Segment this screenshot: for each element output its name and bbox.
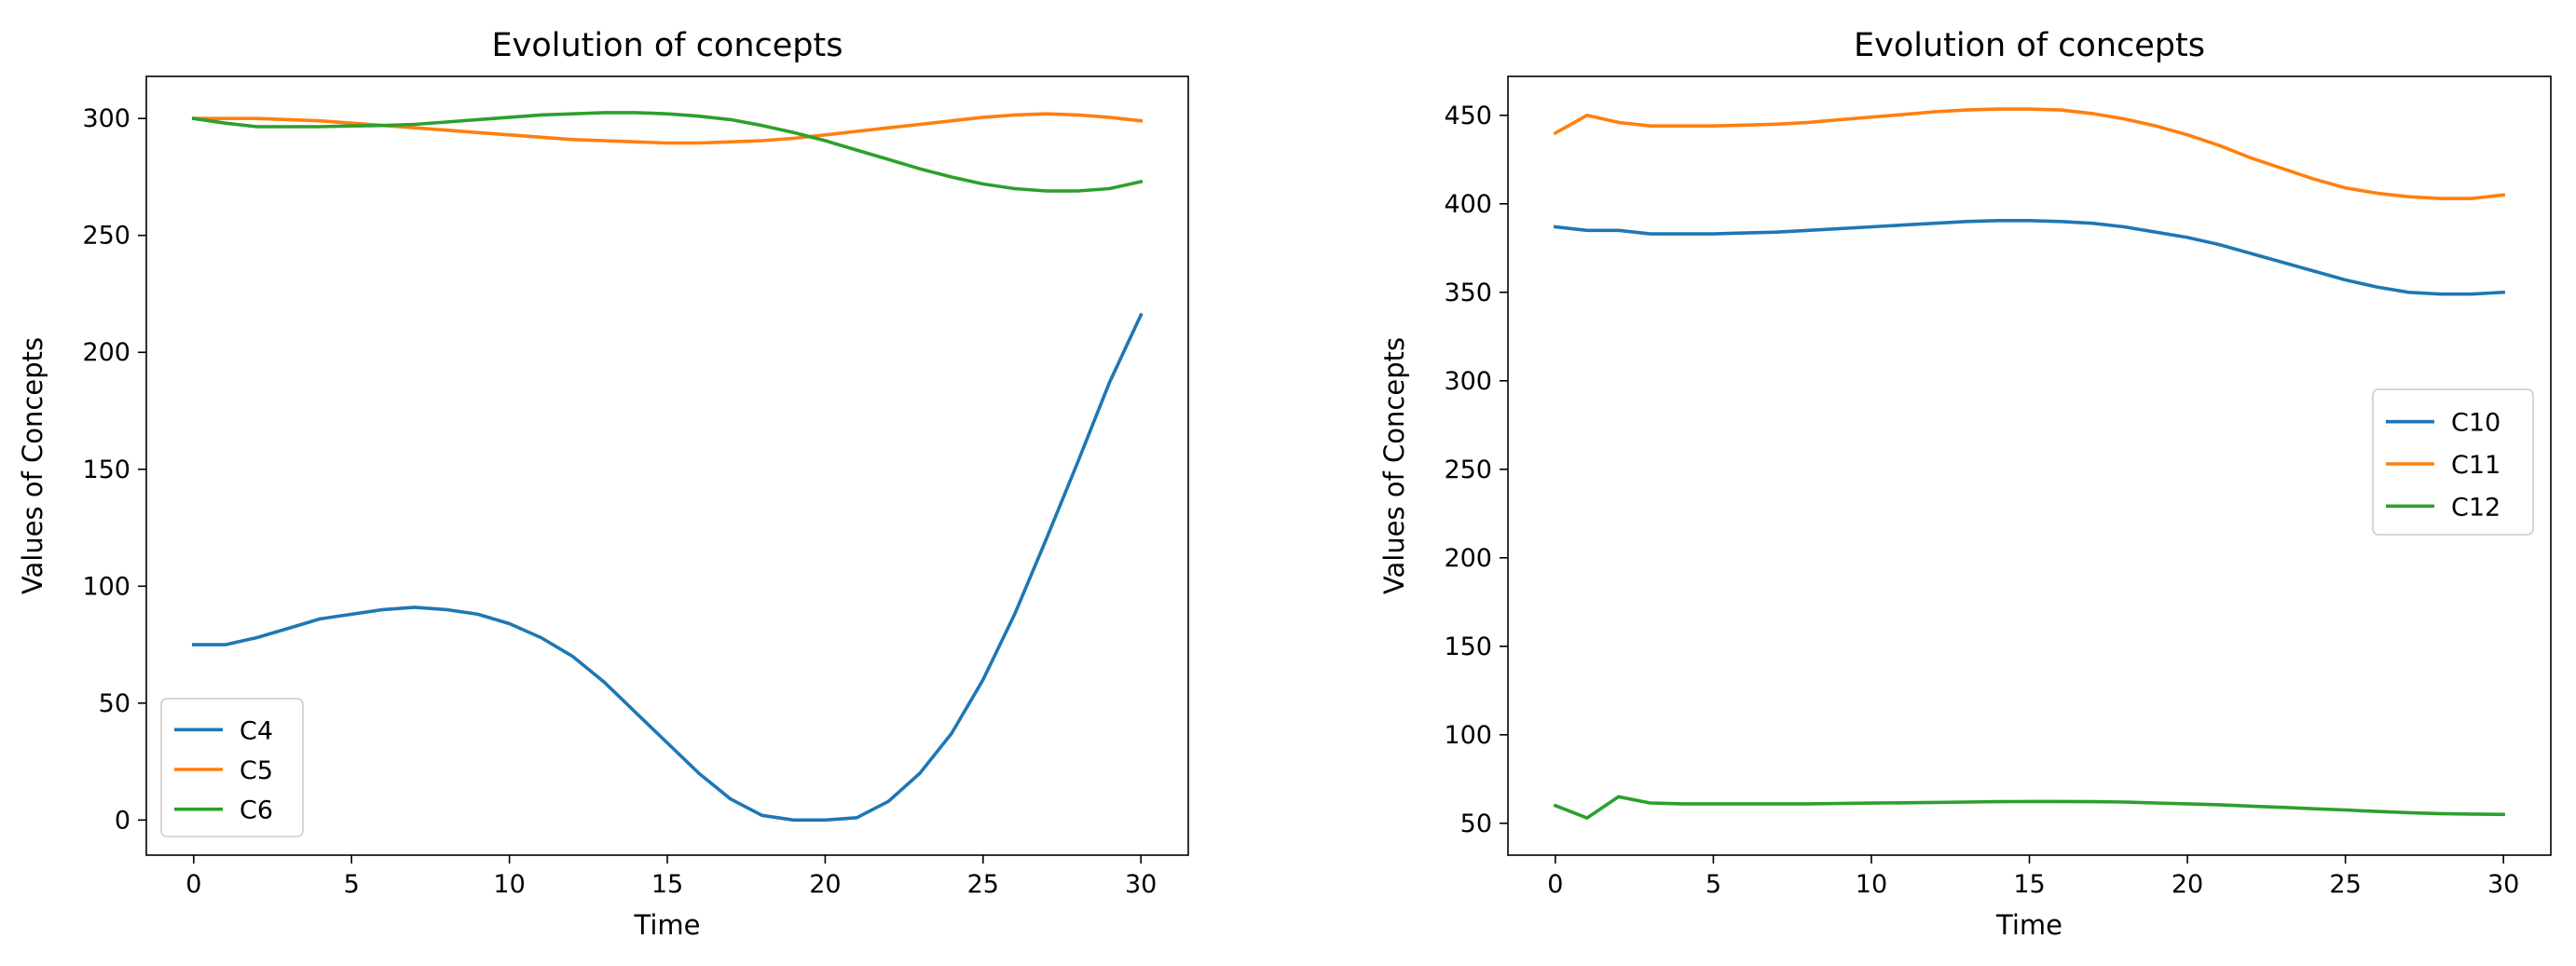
x-tick-label: 15 <box>2013 870 2045 899</box>
y-tick-label: 50 <box>99 689 130 718</box>
series-line-c5 <box>192 112 1144 145</box>
chart-title: Evolution of concepts <box>1854 27 2205 64</box>
x-axis-label: Time <box>1995 909 2062 941</box>
legend: C10 C11 C12 <box>2372 388 2534 536</box>
series-line-c11 <box>1553 107 2506 200</box>
x-tick-label: 0 <box>1547 870 1563 899</box>
x-tick-label: 15 <box>651 870 683 899</box>
x-tick-label: 30 <box>2487 870 2519 899</box>
x-tick-label: 5 <box>1706 870 1721 899</box>
y-tick-label: 300 <box>82 104 130 133</box>
x-tick-label: 10 <box>493 870 525 899</box>
y-tick-label: 200 <box>82 338 130 367</box>
x-tick-label: 20 <box>2172 870 2203 899</box>
legend-label-c11: C11 <box>2451 451 2501 480</box>
x-tick-label: 25 <box>2329 870 2361 899</box>
legend: C4 C5 C6 <box>160 698 304 837</box>
x-tick-label: 5 <box>344 870 360 899</box>
series-line-c10 <box>1553 219 2505 296</box>
y-tick-label: 150 <box>82 456 130 484</box>
legend-label-c6: C6 <box>240 796 273 825</box>
legend-box <box>160 698 304 837</box>
x-tick-label: 25 <box>967 870 999 899</box>
x-tick-label: 0 <box>185 870 201 899</box>
legend-label-c5: C5 <box>240 756 273 785</box>
y-tick-label: 150 <box>1444 633 1492 661</box>
y-tick-label: 100 <box>82 572 130 601</box>
y-axis-label: Values of Concepts <box>1378 337 1410 594</box>
y-tick-label: 350 <box>1444 279 1492 307</box>
y-tick-label: 400 <box>1444 190 1492 219</box>
y-tick-label: 300 <box>1444 367 1492 396</box>
series-line-c12 <box>1553 795 2505 820</box>
series-line-c6 <box>191 111 1144 193</box>
legend-label-c10: C10 <box>2451 409 2501 438</box>
x-tick-label: 30 <box>1125 870 1157 899</box>
y-axis-label: Values of Concepts <box>17 337 48 594</box>
y-tick-label: 450 <box>1444 102 1492 130</box>
legend-box <box>2372 388 2534 536</box>
y-tick-label: 0 <box>115 806 130 835</box>
legend-label-c4: C4 <box>240 716 273 745</box>
x-tick-label: 10 <box>1856 870 1887 899</box>
y-tick-label: 250 <box>1444 456 1492 484</box>
x-tick-label: 20 <box>809 870 841 899</box>
y-tick-label: 200 <box>1444 544 1492 573</box>
series-line-c4 <box>192 312 1144 823</box>
y-tick-label: 50 <box>1460 810 1492 838</box>
y-tick-label: 250 <box>82 222 130 251</box>
x-axis-label: Time <box>634 909 701 941</box>
y-tick-label: 100 <box>1444 721 1492 750</box>
chart-left: 0 5 10 15 20 25 30050100150200250300Evolution … <box>17 27 1189 941</box>
legend-label-c12: C12 <box>2451 493 2501 522</box>
chart-right: 0 5 10 15 20 25 30 50 100 150 200 250 300 350 400 450 Ev… <box>1378 27 2552 941</box>
chart-title: Evolution of concepts <box>492 27 843 64</box>
